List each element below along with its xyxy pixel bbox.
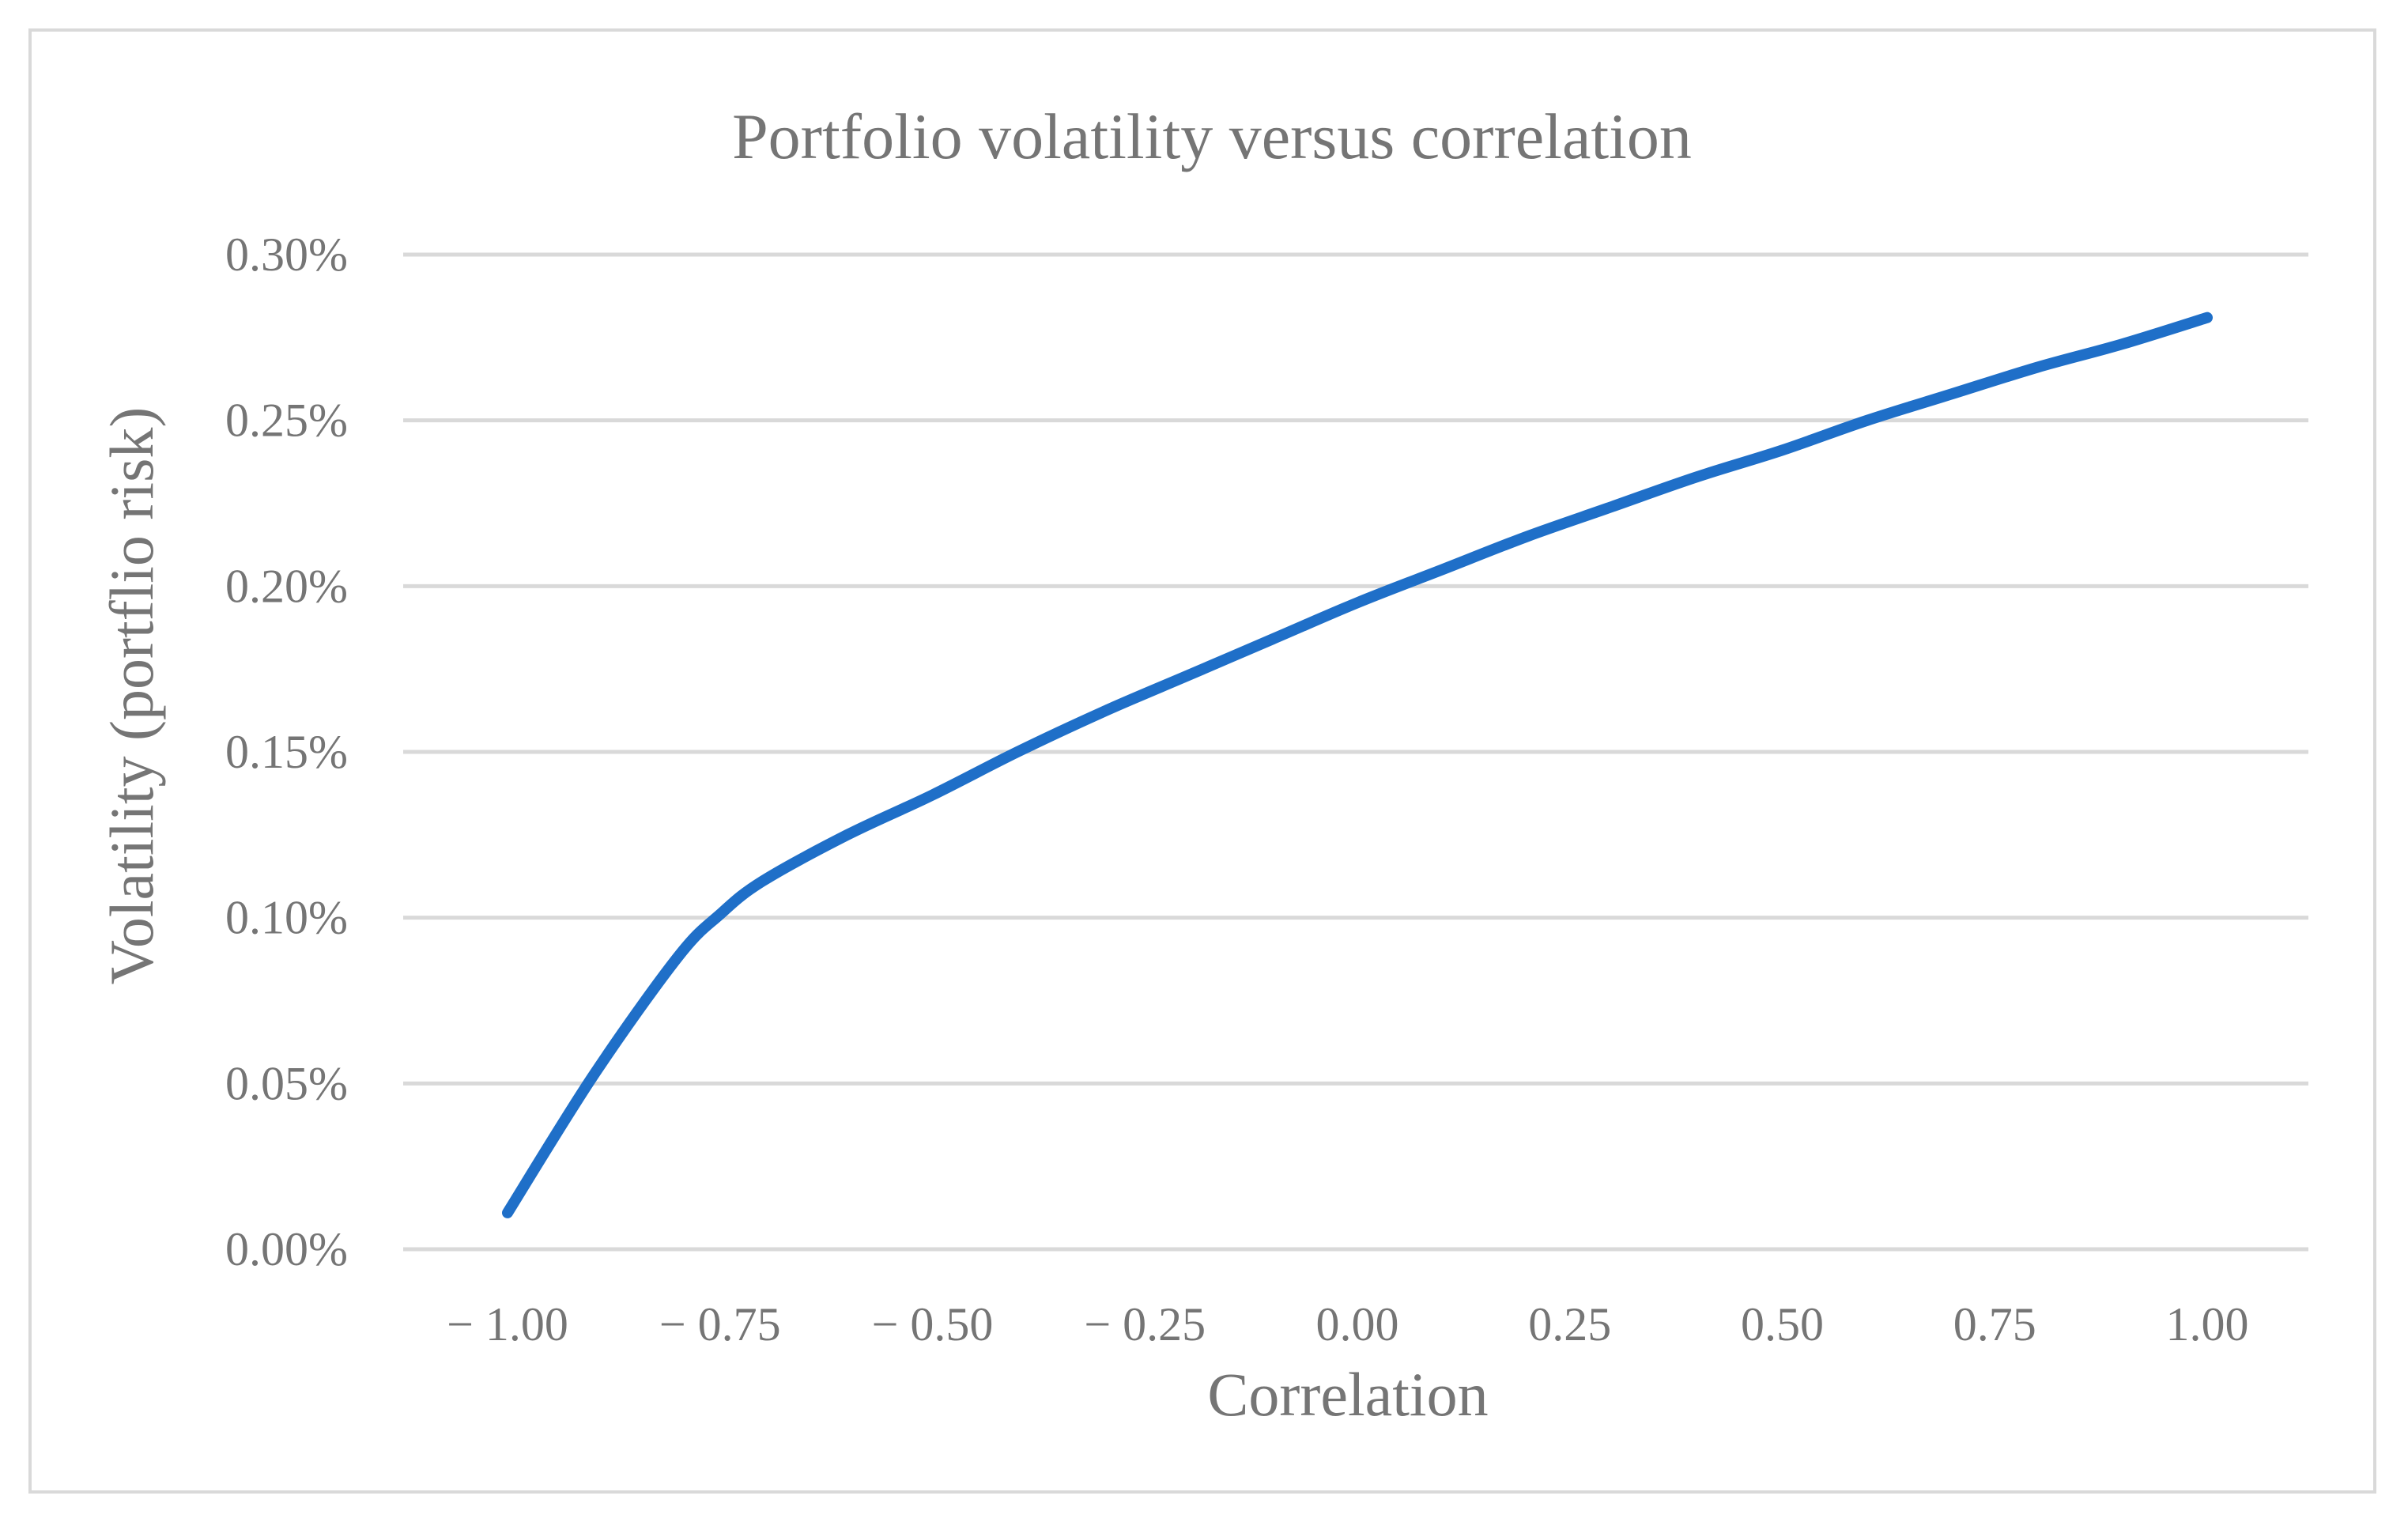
- y-tick-label-4: 0.20%: [225, 560, 348, 612]
- x-tick-label-2: − 0.50: [872, 1298, 994, 1350]
- y-tick-label-3: 0.15%: [225, 726, 348, 778]
- y-tick-label-2: 0.10%: [225, 892, 348, 944]
- x-tick-label-5: 0.25: [1528, 1298, 1611, 1350]
- x-tick-label-8: 1.00: [2166, 1298, 2249, 1350]
- series-line-0: [502, 312, 2213, 1218]
- x-tick-label-0: − 1.00: [447, 1298, 568, 1350]
- x-axis-ticks: − 1.00 − 0.75 − 0.50 − 0.25 0.00 0.25 0.50 0.75…: [447, 1298, 2248, 1350]
- y-tick-label-5: 0.25%: [225, 395, 348, 447]
- chart-title: Portfolio volatility versus correlation: [732, 100, 1692, 172]
- y-axis-ticks: 0.00% 0.05% 0.10% 0.15% 0.20% 0.25% 0.30%: [225, 228, 348, 1275]
- x-tick-label-1: − 0.75: [659, 1298, 781, 1350]
- y-tick-label-1: 0.05%: [225, 1057, 348, 1109]
- x-axis-label: Correlation: [1207, 1360, 1488, 1429]
- x-tick-label-3: − 0.25: [1084, 1298, 1206, 1350]
- gridlines: [403, 252, 2308, 1252]
- x-tick-label-7: 0.75: [1953, 1298, 2036, 1350]
- y-axis-label: Volatility (portflio risk): [97, 407, 166, 985]
- y-tick-label-0: 0.00%: [225, 1223, 348, 1275]
- y-tick-label-6: 0.30%: [225, 228, 348, 281]
- x-tick-label-4: 0.00: [1316, 1298, 1399, 1350]
- series-group: [502, 312, 2213, 1218]
- x-tick-label-6: 0.50: [1741, 1298, 1824, 1350]
